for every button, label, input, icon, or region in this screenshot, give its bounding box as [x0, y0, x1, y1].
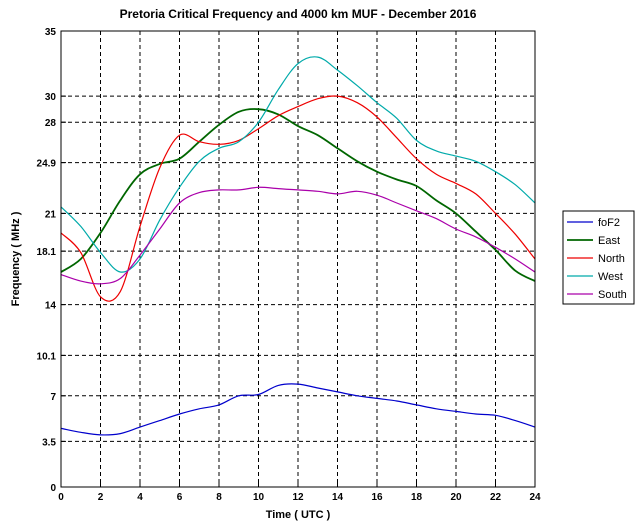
- y-tick-label: 35: [45, 27, 57, 38]
- y-tick-label: 7: [50, 392, 56, 403]
- y-axis-label: Frequency ( MHz ): [10, 211, 22, 306]
- series-layer: [60, 56, 536, 436]
- x-axis-label: Time ( UTC ): [266, 509, 331, 521]
- x-tick-label: 8: [216, 492, 222, 503]
- y-tick-label: 24.9: [37, 159, 57, 170]
- y-axis-ticks: 0 3.5 7 10.1 14 18.1 21 24.9 28 30 35: [37, 27, 66, 494]
- legend-label-fof2: foF2: [598, 217, 620, 229]
- legend-label-south: South: [598, 289, 627, 301]
- y-tick-label: 30: [45, 92, 57, 103]
- x-tick-label: 20: [450, 492, 462, 503]
- y-tick-label: 0: [50, 483, 56, 494]
- x-tick-label: 16: [371, 492, 383, 503]
- x-tick-label: 12: [292, 492, 304, 503]
- y-tick-label: 28: [45, 118, 57, 129]
- series-line-east: [60, 108, 536, 282]
- legend-box: [562, 210, 635, 305]
- x-axis-ticks: 0 2 4 6 8 10 12 14 16 18 20 22 24: [58, 482, 541, 503]
- y-tick-label: 21: [45, 209, 57, 220]
- series-line-south: [60, 186, 536, 285]
- y-tick-label: 3.5: [42, 437, 56, 448]
- x-tick-label: 10: [253, 492, 265, 503]
- x-tick-label: 2: [98, 492, 104, 503]
- legend-label-west: West: [598, 271, 623, 283]
- x-tick-label: 14: [332, 492, 344, 503]
- x-tick-label: 6: [177, 492, 183, 503]
- grid: [61, 31, 535, 487]
- x-tick-label: 4: [137, 492, 143, 503]
- x-tick-label: 18: [411, 492, 423, 503]
- series-line-north: [60, 95, 536, 302]
- legend: foF2 East North West South: [562, 210, 635, 305]
- series-line-west: [60, 56, 536, 273]
- legend-label-north: North: [598, 253, 625, 265]
- y-tick-label: 18.1: [37, 247, 57, 258]
- series-line-fof2: [60, 383, 536, 436]
- x-tick-label: 0: [58, 492, 64, 503]
- x-tick-label: 24: [529, 492, 541, 503]
- chart-title: Pretoria Critical Frequency and 4000 km …: [120, 7, 477, 21]
- legend-label-east: East: [598, 235, 620, 247]
- y-tick-label: 14: [45, 301, 57, 312]
- x-tick-label: 22: [490, 492, 502, 503]
- y-tick-label: 10.1: [37, 351, 57, 362]
